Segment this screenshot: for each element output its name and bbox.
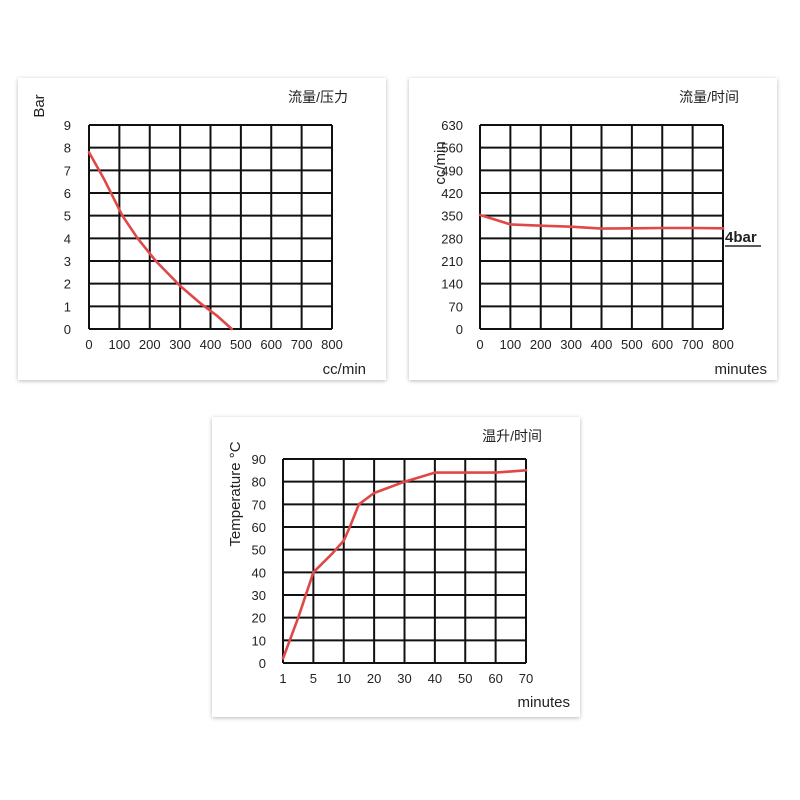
x-tick-label: 40: [428, 671, 442, 686]
y-tick-label: 10: [252, 633, 266, 648]
x-tick-label: 700: [682, 337, 704, 352]
temperature-time-chart-card: 1 5 10 20 30 40 50 60 70 0 10 20 30 40 50 60 70 80 90 温升/时间…: [212, 417, 580, 717]
x-axis-label: minutes: [517, 694, 570, 711]
y-tick-label: 40: [252, 565, 266, 580]
x-tick-label: 800: [321, 337, 343, 352]
x-tick-label: 20: [367, 671, 381, 686]
x-tick-label: 400: [200, 337, 222, 352]
flow-pressure-chart: 0 100 200 300 400 500 600 700 800 0 1 2 3 4 5 6 7 8 9 流量/压力…: [31, 89, 366, 378]
x-tick-label: 70: [519, 671, 533, 686]
x-tick-label: 500: [621, 337, 643, 352]
y-tick-label: 7: [64, 163, 71, 178]
y-axis-label: Temperature °C: [227, 441, 244, 546]
y-tick-label: 60: [252, 520, 266, 535]
x-tick-label: 60: [488, 671, 502, 686]
x-tick-label: 0: [476, 337, 483, 352]
y-tick-label: 350: [441, 209, 463, 224]
x-tick-label: 500: [230, 337, 252, 352]
x-tick-label: 30: [397, 671, 411, 686]
x-tick-label: 300: [169, 337, 191, 352]
x-tick-label: 600: [260, 337, 282, 352]
x-tick-label: 700: [291, 337, 313, 352]
y-tick-label: 70: [252, 497, 266, 512]
y-tick-label: 70: [449, 299, 463, 314]
x-axis-label: cc/min: [323, 361, 366, 378]
y-tick-label: 20: [252, 611, 266, 626]
x-tick-label: 800: [712, 337, 734, 352]
data-series-line: [87, 150, 234, 331]
x-tick-label: 300: [560, 337, 582, 352]
y-tick-label: 280: [441, 231, 463, 246]
x-tick-label: 5: [310, 671, 317, 686]
grid: [282, 458, 527, 664]
y-tick-label: 30: [252, 588, 266, 603]
y-tick-label: 9: [64, 118, 71, 133]
y-tick-label: 6: [64, 186, 71, 201]
y-tick-label: 90: [252, 452, 266, 467]
chart-title: 温升/时间: [482, 428, 542, 444]
x-tick-label: 100: [109, 337, 131, 352]
y-tick-label: 80: [252, 475, 266, 490]
flow-pressure-chart-card: 0 100 200 300 400 500 600 700 800 0 1 2 3 4 5 6 7 8 9 流量/压力…: [18, 78, 386, 380]
x-tick-label: 200: [139, 337, 161, 352]
y-tick-label: 2: [64, 277, 71, 292]
x-tick-label: 200: [530, 337, 552, 352]
flow-time-chart-card: 0 100 200 300 400 500 600 700 800 0 70 140 210 280 350…: [409, 78, 777, 380]
grid: [479, 124, 724, 330]
y-tick-label: 1: [64, 299, 71, 314]
y-tick-label: 210: [441, 254, 463, 269]
x-tick-label: 0: [85, 337, 92, 352]
y-tick-label: 0: [64, 322, 71, 337]
y-axis-label: Bar: [31, 94, 48, 117]
y-tick-label: 420: [441, 186, 463, 201]
y-tick-label: 490: [441, 163, 463, 178]
flow-time-chart: 0 100 200 300 400 500 600 700 800 0 70 140 210 280 350…: [432, 89, 767, 378]
x-tick-label: 400: [591, 337, 613, 352]
x-tick-label: 10: [337, 671, 351, 686]
y-tick-label: 4: [64, 231, 71, 246]
x-tick-label: 100: [500, 337, 522, 352]
y-tick-label: 140: [441, 277, 463, 292]
x-axis-label: minutes: [714, 361, 767, 378]
y-tick-label: 3: [64, 254, 71, 269]
data-series-line: [281, 468, 528, 660]
y-tick-label: 50: [252, 543, 266, 558]
temperature-time-chart: 1 5 10 20 30 40 50 60 70 0 10 20 30 40 50 60 70 80 90 温升/时间…: [227, 428, 570, 711]
y-tick-label: 8: [64, 141, 71, 156]
chart-title: 流量/压力: [288, 89, 348, 105]
x-tick-label: 50: [458, 671, 472, 686]
y-tick-label: 0: [456, 322, 463, 337]
y-axis-label: cc/min: [432, 141, 449, 184]
grid: [88, 124, 333, 330]
pressure-annotation: 4bar: [725, 229, 757, 246]
y-tick-label: 560: [441, 141, 463, 156]
y-tick-label: 5: [64, 209, 71, 224]
x-tick-label: 600: [651, 337, 673, 352]
data-series-line: [478, 213, 725, 230]
x-tick-label: 1: [279, 671, 286, 686]
y-tick-label: 630: [441, 118, 463, 133]
chart-title: 流量/时间: [679, 89, 739, 105]
y-tick-label: 0: [259, 656, 266, 671]
